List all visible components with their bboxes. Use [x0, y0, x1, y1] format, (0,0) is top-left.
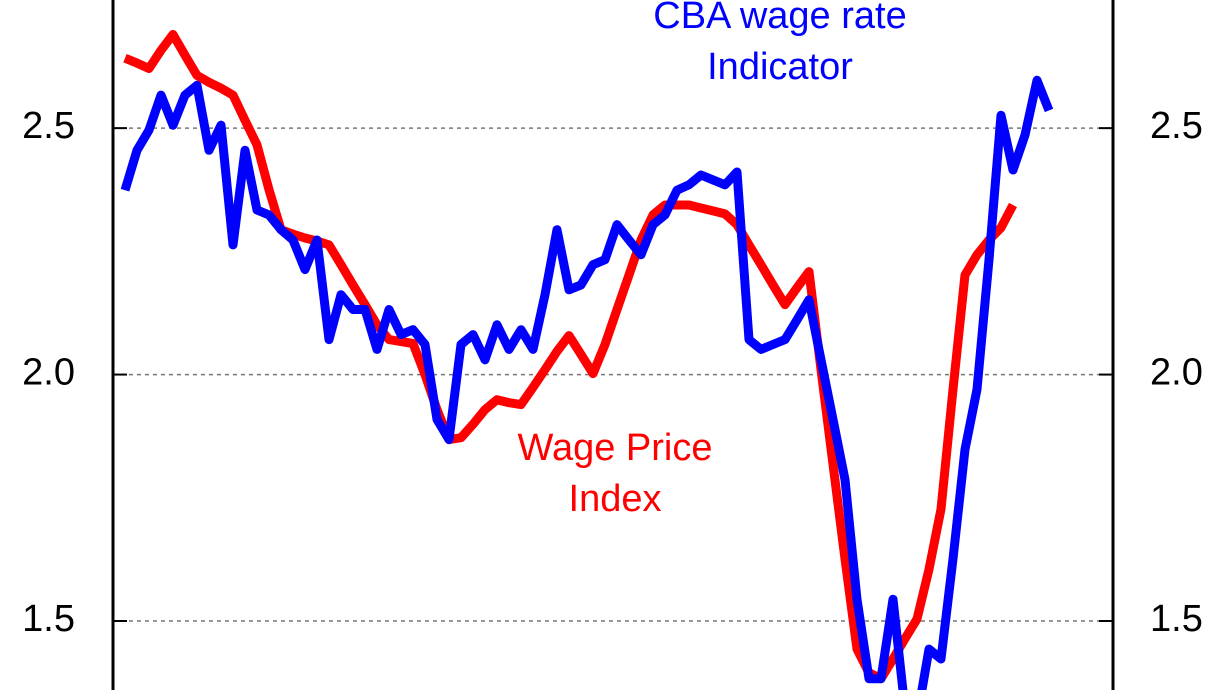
y-tick-label: 1.5 — [22, 598, 75, 640]
y2-tick-label: 1.5 — [1150, 598, 1203, 640]
y-tick-label: 2.0 — [22, 352, 75, 394]
series-label: Index — [569, 478, 662, 520]
plot-area — [120, 30, 1054, 690]
y2-tick-label: 2.0 — [1150, 352, 1203, 394]
line-series — [120, 75, 1054, 690]
y-tick-label: 2.5 — [22, 105, 75, 147]
line-series — [123, 30, 1017, 684]
y2-tick-label: 2.5 — [1150, 105, 1203, 147]
series-label: CBA wage rate — [653, 0, 906, 37]
series-label: Wage Price — [518, 427, 713, 469]
series-label: Indicator — [707, 46, 853, 88]
